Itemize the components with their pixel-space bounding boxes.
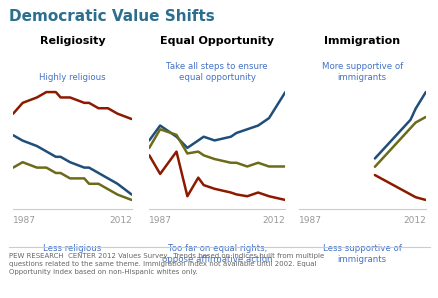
Text: Religiosity: Religiosity [39,36,105,46]
Text: 1987: 1987 [298,216,321,225]
Text: 2012: 2012 [109,216,131,225]
Text: PEW RESEARCH  CENTER 2012 Values Survey.  Trends based on indices built from mul: PEW RESEARCH CENTER 2012 Values Survey. … [9,253,323,275]
Text: Less supportive of
immigrants: Less supportive of immigrants [322,244,401,264]
Text: Take all steps to ensure
equal opportunity: Take all steps to ensure equal opportuni… [166,62,268,82]
Text: More supportive of
immigrants: More supportive of immigrants [321,62,402,82]
Text: Highly religious: Highly religious [39,73,106,82]
Text: 1987: 1987 [13,216,36,225]
Text: 2012: 2012 [262,216,285,225]
Text: Immigration: Immigration [323,36,399,46]
Text: Democratic Value Shifts: Democratic Value Shifts [9,9,214,24]
Text: 2012: 2012 [402,216,425,225]
Text: Too far on equal rights,
oppose affirmative action: Too far on equal rights, oppose affirmat… [162,244,272,264]
Text: Equal Opportunity: Equal Opportunity [160,36,274,46]
Text: Less religious: Less religious [43,244,101,253]
Text: 1987: 1987 [149,216,172,225]
